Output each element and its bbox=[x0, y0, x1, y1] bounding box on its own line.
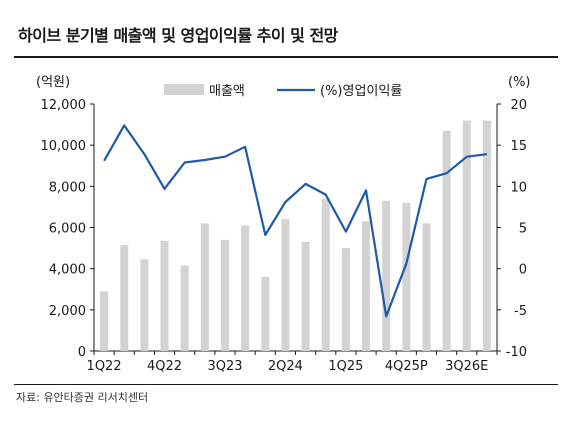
revenue-bar bbox=[261, 276, 270, 351]
revenue-bar bbox=[180, 265, 189, 351]
x-tick-label: 4Q25P bbox=[385, 359, 428, 374]
y-right-axis-label: (%) bbox=[508, 75, 531, 90]
y-left-tick-label: 10,000 bbox=[41, 139, 87, 154]
y-right-tick-label: -10 bbox=[506, 345, 527, 360]
revenue-bar bbox=[382, 200, 391, 351]
revenue-bar bbox=[281, 219, 290, 351]
revenue-bar bbox=[200, 223, 209, 351]
y-left-tick-label: 6,000 bbox=[49, 222, 86, 237]
legend-label-margin: (%)영업이익률 bbox=[320, 84, 402, 99]
margin-line bbox=[103, 124, 488, 318]
revenue-bar bbox=[100, 291, 109, 351]
y-left-tick-label: 0 bbox=[78, 345, 86, 360]
y-right-tick-label: 15 bbox=[510, 139, 527, 154]
x-tick-label: 4Q22 bbox=[147, 359, 182, 374]
revenue-bar bbox=[220, 239, 229, 351]
y-right-tick-label: 0 bbox=[519, 263, 527, 278]
x-tick-label: 1Q22 bbox=[87, 359, 122, 374]
revenue-bar bbox=[462, 120, 471, 351]
y-left-tick-label: 4,000 bbox=[49, 263, 86, 278]
revenue-bar bbox=[341, 248, 350, 351]
revenue-bar bbox=[362, 221, 371, 351]
y-left-axis-label: (억원) bbox=[36, 75, 70, 90]
revenue-bar bbox=[140, 259, 149, 351]
footer-divider bbox=[14, 384, 558, 385]
y-left-tick-label: 8,000 bbox=[49, 180, 86, 195]
y-left-tick-label: 12,000 bbox=[41, 98, 87, 113]
y-right-tick-label: -5 bbox=[514, 304, 527, 319]
revenue-bar bbox=[482, 120, 491, 351]
revenue-bar bbox=[442, 130, 451, 351]
legend-swatch-revenue bbox=[164, 84, 204, 95]
x-tick-label: 1Q25 bbox=[328, 359, 363, 374]
revenue-bar bbox=[160, 240, 169, 351]
revenue-bar bbox=[321, 198, 330, 351]
revenue-bar bbox=[301, 241, 310, 351]
y-right-tick-label: 10 bbox=[510, 180, 527, 195]
x-tick-label: 3Q26E bbox=[445, 359, 488, 374]
revenue-bar bbox=[241, 225, 250, 351]
x-tick-label: 3Q23 bbox=[207, 359, 242, 374]
revenue-bar bbox=[402, 202, 411, 351]
source-note: 자료: 유안타증권 리서치센터 bbox=[16, 391, 149, 404]
y-right-tick-label: 20 bbox=[510, 98, 527, 113]
y-left-tick-label: 2,000 bbox=[49, 304, 86, 319]
title-divider bbox=[14, 56, 558, 58]
revenue-bar bbox=[120, 244, 129, 351]
x-tick-label: 2Q24 bbox=[268, 359, 303, 374]
chart-title: 하이브 분기별 매출액 및 영업이익률 추이 및 전망 bbox=[18, 26, 338, 45]
legend-label-revenue: 매출액 bbox=[209, 84, 245, 99]
revenue-bar bbox=[422, 223, 431, 351]
y-right-tick-label: 5 bbox=[519, 222, 527, 237]
